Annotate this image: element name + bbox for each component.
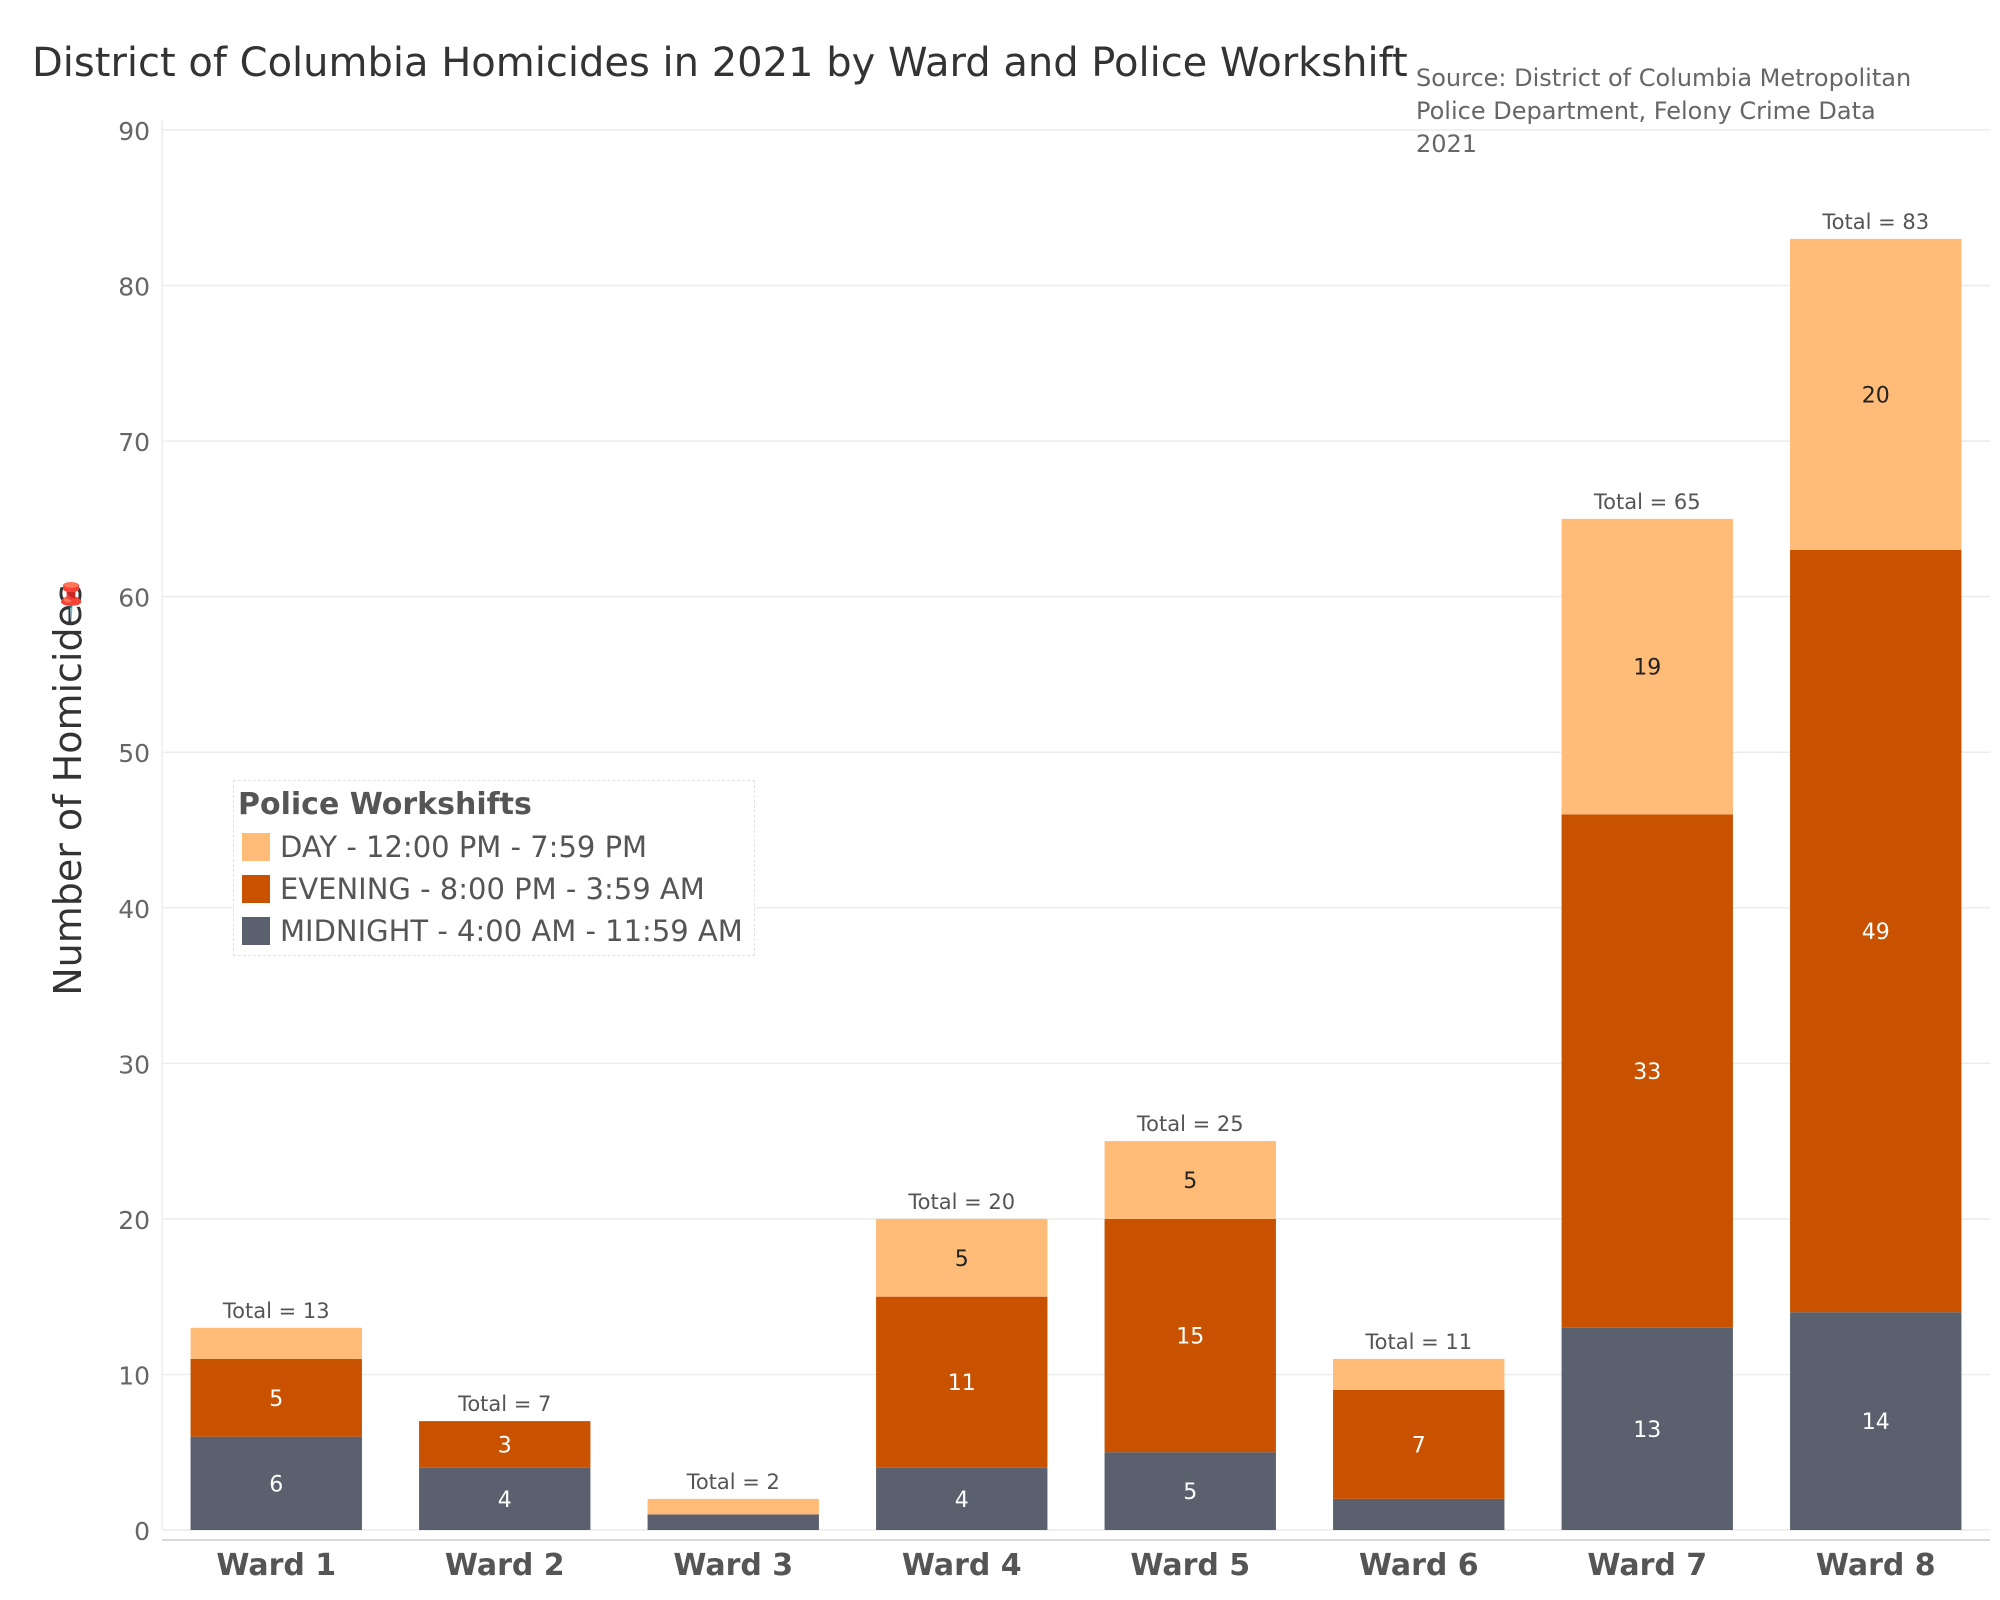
bar-evening-ward-4 xyxy=(876,1296,1048,1468)
legend-title: Police Workshifts xyxy=(238,787,532,822)
y-tick-label: 80 xyxy=(118,273,150,302)
legend-swatch-evening xyxy=(242,875,270,903)
bar-evening-ward-7 xyxy=(1561,814,1733,1328)
bar-value-label: 7 xyxy=(1412,1433,1426,1458)
bar-value-label: 5 xyxy=(269,1387,283,1412)
legend-item-day[interactable]: DAY - 12:00 PM - 7:59 PM xyxy=(242,829,647,865)
total-label: Total = 7 xyxy=(457,1392,551,1416)
legend[interactable]: Police Workshifts DAY - 12:00 PM - 7:59 … xyxy=(233,780,755,956)
chart-title: District of Columbia Homicides in 2021 b… xyxy=(32,40,1408,86)
y-tick-label: 40 xyxy=(118,895,150,924)
legend-swatch-day xyxy=(242,833,270,861)
bar-value-label: 3 xyxy=(498,1433,512,1458)
bar-value-label: 6 xyxy=(269,1472,283,1497)
bar-value-label: 33 xyxy=(1633,1060,1661,1085)
bar-day-ward-7 xyxy=(1561,518,1733,815)
bar-value-label: 19 xyxy=(1633,656,1661,681)
y-tick-label: 50 xyxy=(118,739,150,768)
bar-value-label: 5 xyxy=(1183,1169,1197,1194)
total-label: Total = 83 xyxy=(1821,210,1929,234)
x-tick-label: Ward 7 xyxy=(1587,1548,1707,1583)
bar-midnight-ward-6 xyxy=(1333,1498,1505,1530)
bar-value-label: 20 xyxy=(1862,383,1890,408)
legend-label-evening: EVENING - 8:00 PM - 3:59 AM xyxy=(280,872,705,906)
legend-item-midnight[interactable]: MIDNIGHT - 4:00 AM - 11:59 AM xyxy=(242,913,743,949)
y-tick-label: 20 xyxy=(118,1206,150,1235)
bar-day-ward-6 xyxy=(1333,1358,1505,1390)
x-tick-label: Ward 6 xyxy=(1359,1548,1479,1583)
legend-item-evening[interactable]: EVENING - 8:00 PM - 3:59 AM xyxy=(242,871,705,907)
total-label: Total = 20 xyxy=(907,1190,1015,1214)
x-tick-label: Ward 3 xyxy=(673,1548,793,1583)
bar-evening-ward-2 xyxy=(419,1421,591,1468)
total-label: Total = 65 xyxy=(1593,490,1701,514)
y-tick-label: 0 xyxy=(134,1517,150,1546)
bar-value-label: 49 xyxy=(1862,920,1890,945)
bar-midnight-ward-4 xyxy=(876,1467,1048,1530)
bar-value-label: 4 xyxy=(498,1488,512,1513)
bar-midnight-ward-3 xyxy=(647,1514,819,1530)
bar-value-label: 4 xyxy=(955,1488,969,1513)
bar-evening-ward-6 xyxy=(1333,1390,1505,1499)
bar-midnight-ward-2 xyxy=(419,1467,591,1530)
bar-midnight-ward-1 xyxy=(190,1436,362,1530)
legend-swatch-midnight xyxy=(242,917,270,945)
y-tick-label: 90 xyxy=(118,117,150,146)
bar-value-label: 14 xyxy=(1862,1410,1890,1435)
bar-day-ward-3 xyxy=(647,1498,819,1515)
x-tick-label: Ward 4 xyxy=(902,1548,1022,1583)
x-tick-label: Ward 5 xyxy=(1130,1548,1250,1583)
legend-label-day: DAY - 12:00 PM - 7:59 PM xyxy=(280,830,648,864)
total-label: Total = 13 xyxy=(222,1299,330,1323)
bar-value-label: 5 xyxy=(1183,1480,1197,1505)
bar-value-label: 5 xyxy=(955,1247,969,1272)
x-tick-label: Ward 2 xyxy=(445,1548,565,1583)
y-tick-label: 10 xyxy=(118,1361,150,1390)
bar-day-ward-5 xyxy=(1104,1141,1276,1219)
bar-evening-ward-5 xyxy=(1104,1218,1276,1453)
source-note: Source: District of Columbia Metropolita… xyxy=(1416,64,1912,158)
total-label: Total = 2 xyxy=(686,1470,780,1494)
bar-midnight-ward-5 xyxy=(1104,1452,1276,1530)
bar-evening-ward-1 xyxy=(190,1358,362,1437)
bar-value-label: 15 xyxy=(1176,1325,1204,1350)
bar-evening-ward-8 xyxy=(1790,550,1962,1313)
bar-value-label: 11 xyxy=(948,1371,976,1396)
total-label: Total = 25 xyxy=(1136,1112,1244,1136)
x-tick-label: Ward 8 xyxy=(1816,1548,1936,1583)
bar-day-ward-4 xyxy=(876,1218,1048,1297)
y-tick-label: 60 xyxy=(118,584,150,613)
total-label: Total = 11 xyxy=(1364,1330,1472,1354)
bar-midnight-ward-8 xyxy=(1790,1312,1962,1530)
bar-day-ward-1 xyxy=(190,1327,362,1359)
bar-midnight-ward-7 xyxy=(1561,1327,1733,1530)
y-tick-label: 30 xyxy=(118,1050,150,1079)
bar-value-label: 13 xyxy=(1633,1418,1661,1443)
bar-day-ward-8 xyxy=(1790,238,1962,550)
x-tick-label: Ward 1 xyxy=(216,1548,336,1583)
y-tick-label: 70 xyxy=(118,428,150,457)
legend-label-midnight: MIDNIGHT - 4:00 AM - 11:59 AM xyxy=(280,914,743,948)
